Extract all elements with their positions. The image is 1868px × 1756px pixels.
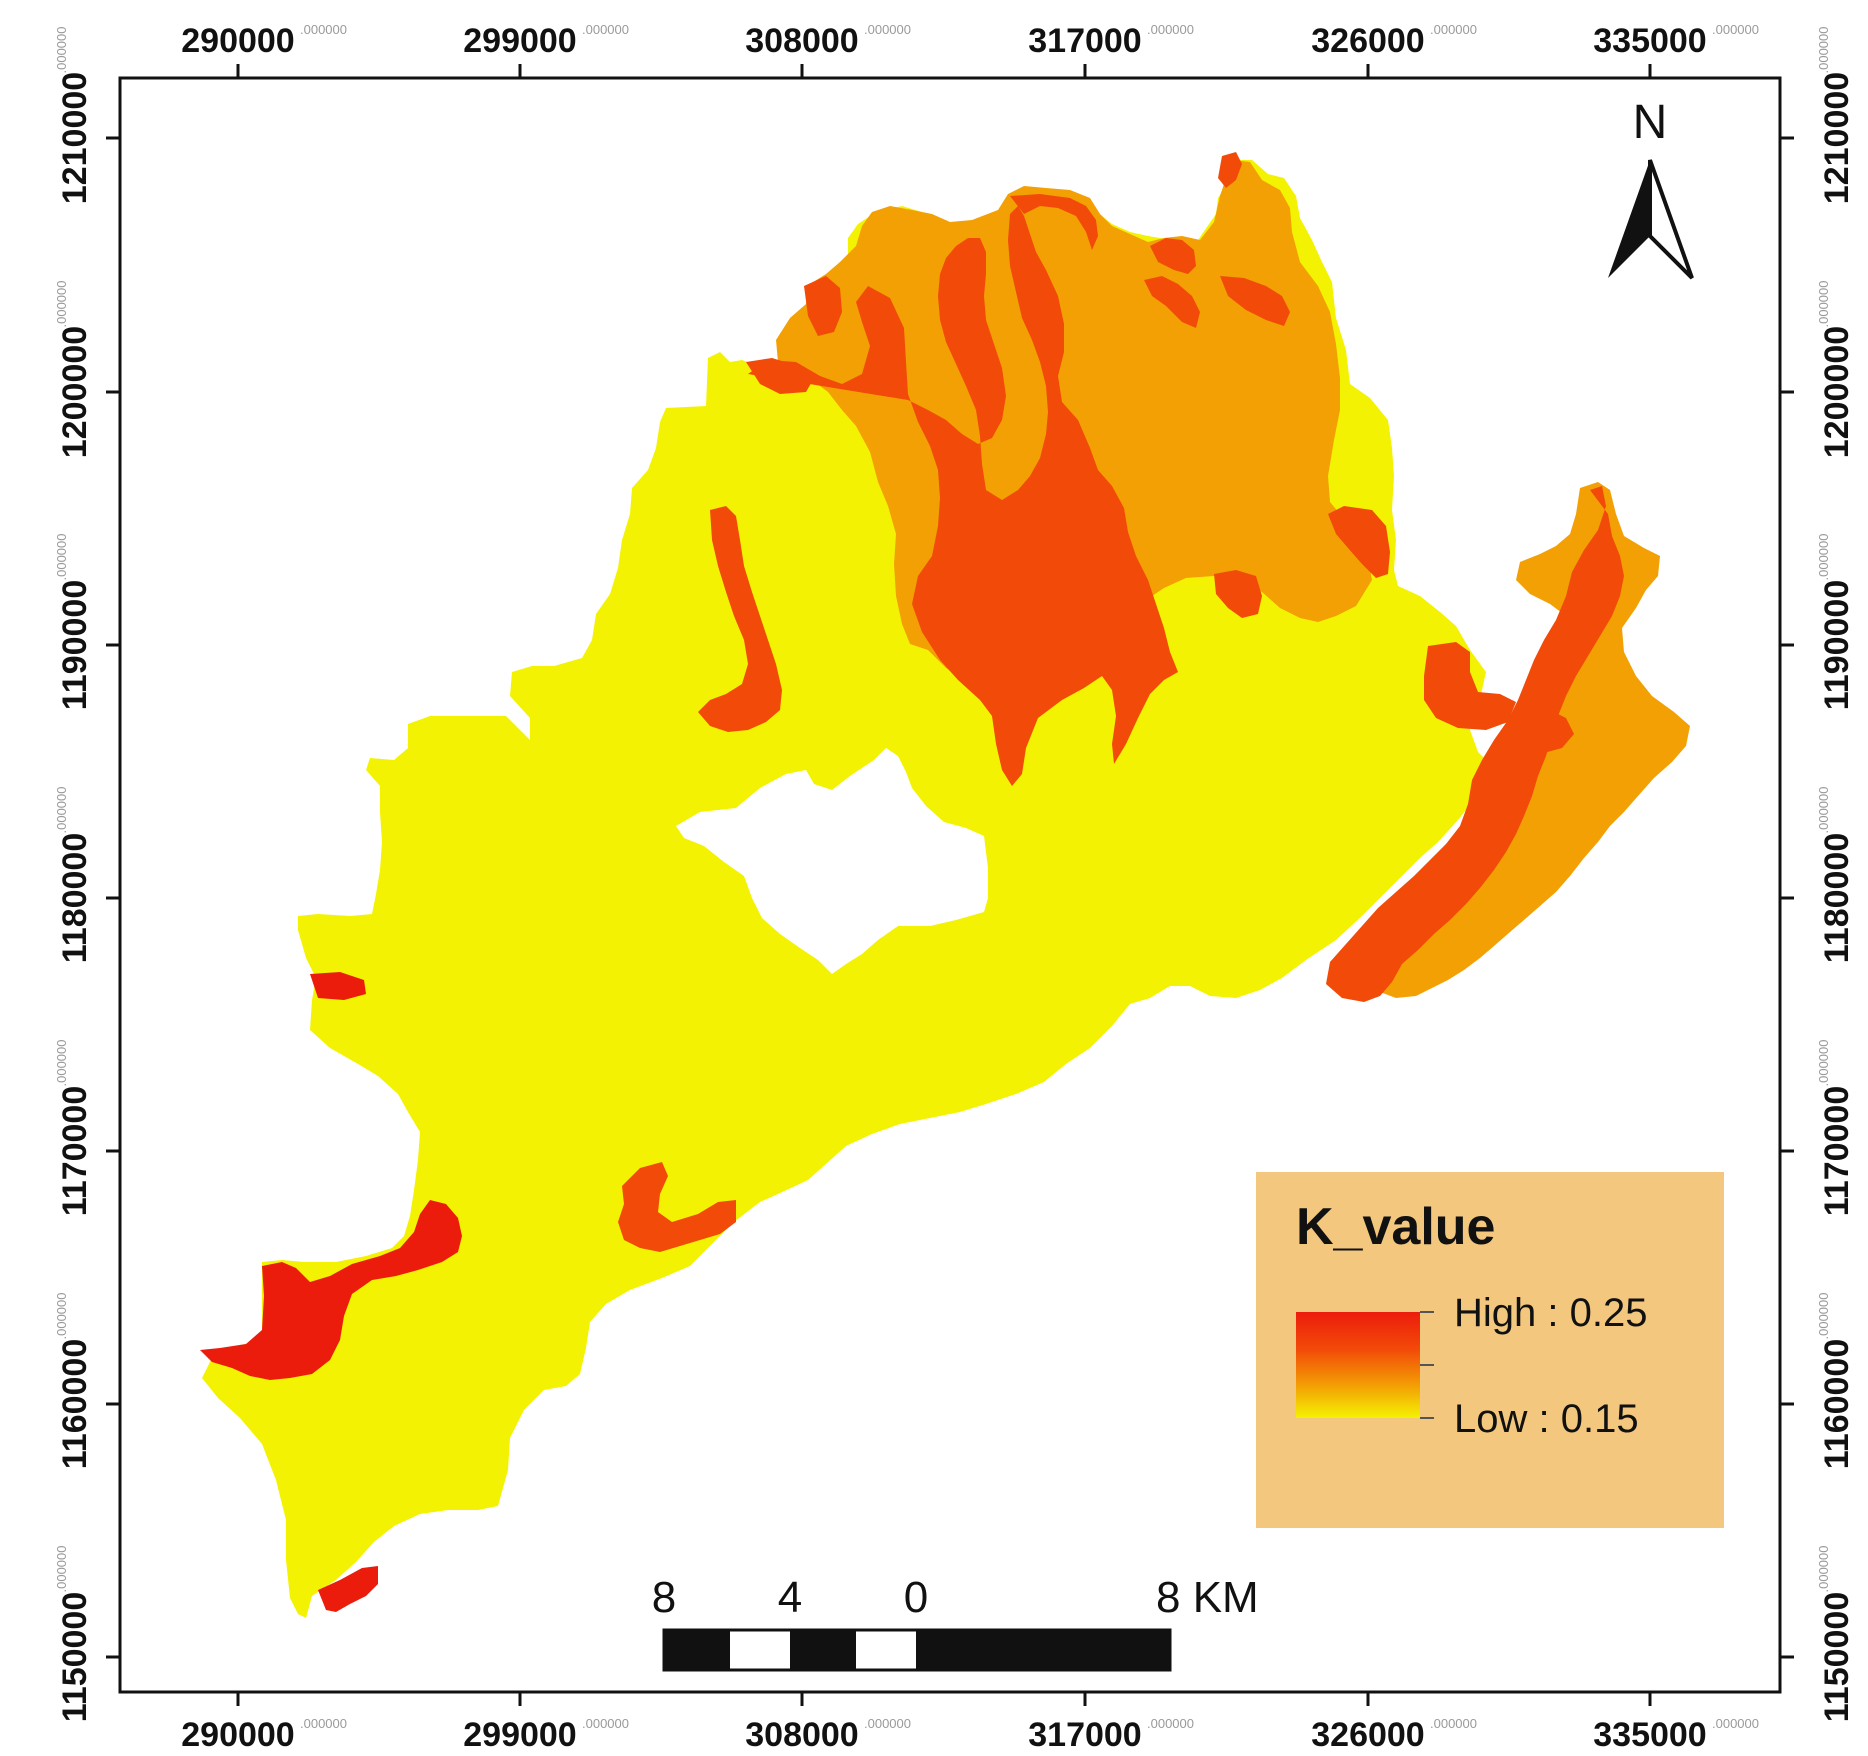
- right-tick-label: 1160000: [1818, 1339, 1856, 1470]
- high-k-south-tip: [318, 1566, 378, 1612]
- bottom-tick-label-minor: .000000: [864, 1716, 911, 1731]
- right-tick-label-minor: .000000: [1816, 27, 1831, 74]
- bottom-tick-label-minor: .000000: [1430, 1716, 1477, 1731]
- right-tick-label-minor: .000000: [1816, 1546, 1831, 1593]
- high-k-north-patch-7: [746, 358, 814, 394]
- legend-color-ramp: [1296, 1312, 1420, 1418]
- right-tick-label-minor: .000000: [1816, 281, 1831, 328]
- north-arrow-icon: N: [1608, 96, 1694, 280]
- high-k-north-patch-4: [1220, 276, 1290, 326]
- interior-hole: [676, 748, 988, 974]
- high-k-west-central-strip: [698, 506, 782, 732]
- top-tick-label: 317000: [1028, 22, 1141, 60]
- right-tick-label: 1190000: [1818, 580, 1856, 711]
- high-k-north-patch-1: [1010, 194, 1098, 250]
- scale-bar: 8 4 0 8 KM: [652, 1573, 1259, 1672]
- left-tick-label: 1190000: [56, 580, 94, 711]
- right-tick-label-minor: .000000: [1816, 787, 1831, 834]
- scale-label-8-km: 8 KM: [1156, 1573, 1259, 1622]
- high-k-north-patch-6: [804, 276, 842, 336]
- legend-title: K_value: [1296, 1198, 1495, 1256]
- left-tick-label: 1170000: [56, 1086, 94, 1217]
- top-tick-label-minor: .000000: [300, 22, 347, 37]
- left-tick-label-minor: .000000: [54, 281, 69, 328]
- legend: K_value High : 0.25 Low : 0.15: [1256, 1172, 1724, 1528]
- high-k-east-arm-lower: [1512, 708, 1574, 754]
- legend-low-label: Low : 0.15: [1454, 1397, 1639, 1441]
- left-tick-label-minor: .000000: [54, 1040, 69, 1087]
- bottom-tick-label: 308000: [745, 1716, 858, 1754]
- high-k-mid-east-patch: [1214, 570, 1262, 618]
- left-tick-label: 1150000: [56, 1592, 94, 1723]
- right-tick-label: 1170000: [1818, 1086, 1856, 1217]
- top-tick-label: 335000: [1593, 22, 1706, 60]
- top-tick-label-minor: .000000: [1712, 22, 1759, 37]
- high-k-north-patch-3: [1144, 276, 1200, 328]
- top-tick-label-minor: .000000: [1430, 22, 1477, 37]
- north-label: N: [1633, 96, 1668, 149]
- top-tick-label-minor: .000000: [1147, 22, 1194, 37]
- high-k-east-arm-bulge: [1424, 642, 1516, 730]
- left-tick-label: 1210000: [56, 72, 94, 204]
- right-tick-label-minor: .000000: [1816, 1040, 1831, 1087]
- scale-label-8-left: 8: [652, 1573, 676, 1622]
- bottom-tick-label: 335000: [1593, 1716, 1706, 1754]
- right-tick-label: 1180000: [1818, 833, 1856, 964]
- left-tick-label-minor: .000000: [54, 787, 69, 834]
- bottom-tick-label: 299000: [463, 1716, 576, 1754]
- bottom-tick-label: 326000: [1311, 1716, 1424, 1754]
- right-tick-label: 1150000: [1818, 1592, 1856, 1723]
- bottom-tick-label-minor: .000000: [1712, 1716, 1759, 1731]
- axis-ticks: 290000 .000000 299000 .000000 308000 .000000 3…: [54, 22, 1856, 1754]
- left-tick-label: 1160000: [56, 1339, 94, 1470]
- high-k-southwest-patch: [200, 1200, 462, 1380]
- bottom-tick-label: 317000: [1028, 1716, 1141, 1754]
- bottom-tick-label-minor: .000000: [582, 1716, 629, 1731]
- top-tick-label: 308000: [745, 22, 858, 60]
- bottom-tick-label-minor: .000000: [300, 1716, 347, 1731]
- top-tick-label: 299000: [463, 22, 576, 60]
- top-tick-label-minor: .000000: [864, 22, 911, 37]
- high-k-north-patch-2: [1150, 238, 1196, 274]
- left-tick-label-minor: .000000: [54, 27, 69, 74]
- right-tick-label: 1210000: [1818, 72, 1856, 204]
- left-tick-label-minor: .000000: [54, 1293, 69, 1340]
- high-k-north-strips: [748, 206, 1178, 786]
- top-tick-label-minor: .000000: [582, 22, 629, 37]
- left-tick-label-minor: .000000: [54, 1546, 69, 1593]
- bottom-tick-label: 290000: [181, 1716, 294, 1754]
- right-tick-label-minor: .000000: [1816, 1293, 1831, 1340]
- top-tick-label: 326000: [1311, 22, 1424, 60]
- bottom-tick-label-minor: .000000: [1147, 1716, 1194, 1731]
- left-tick-label: 1180000: [56, 833, 94, 964]
- left-tick-label: 1200000: [56, 326, 94, 458]
- scale-label-4: 4: [778, 1573, 802, 1622]
- left-tick-label-minor: .000000: [54, 534, 69, 581]
- top-tick-label: 290000: [181, 22, 294, 60]
- high-k-east-small: [1328, 506, 1390, 578]
- right-tick-label-minor: .000000: [1816, 534, 1831, 581]
- legend-high-label: High : 0.25: [1454, 1291, 1647, 1335]
- high-k-north-patch-5: [1218, 152, 1242, 188]
- right-tick-label: 1200000: [1818, 326, 1856, 458]
- high-k-south-central: [618, 1162, 736, 1252]
- high-k-east-arm: [1326, 486, 1624, 1002]
- scale-label-0: 0: [904, 1573, 928, 1622]
- high-k-southwest-small: [310, 972, 366, 1000]
